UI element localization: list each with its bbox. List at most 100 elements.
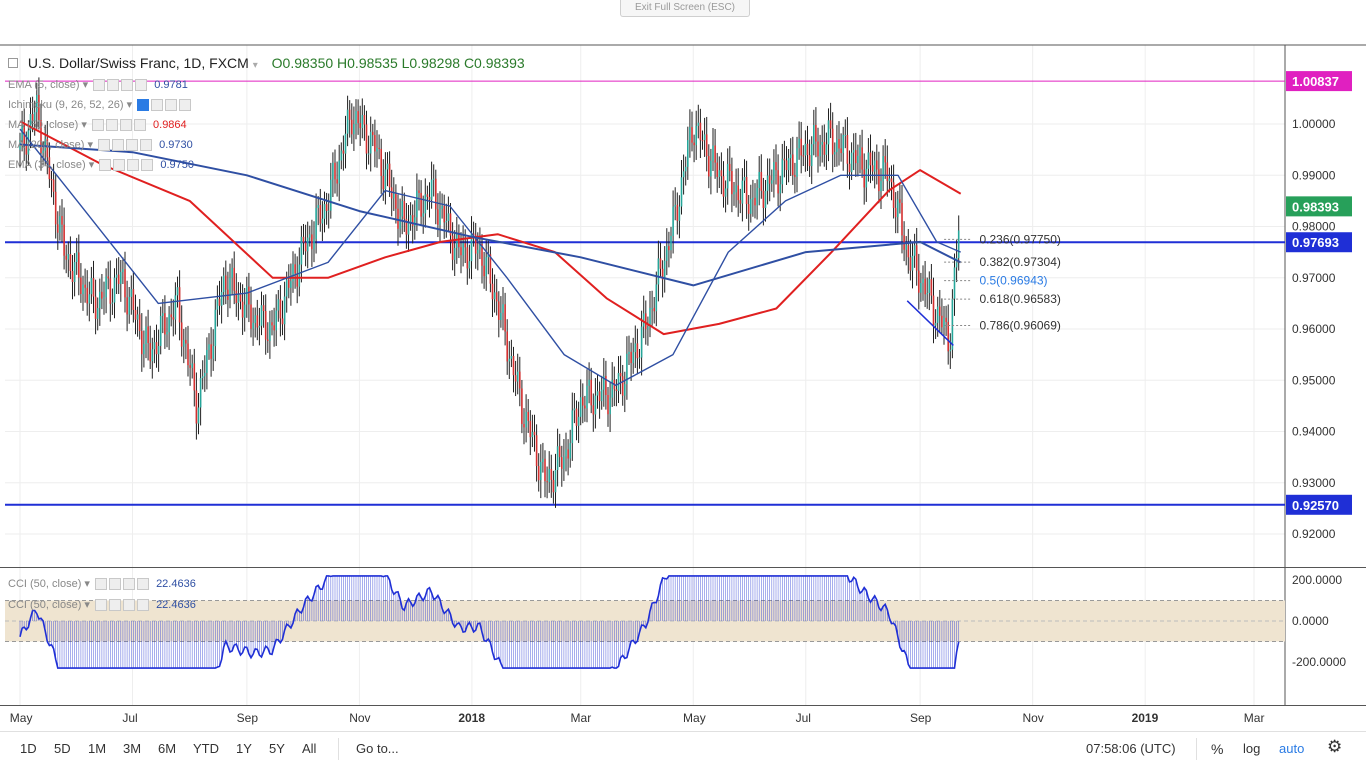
eye-icon[interactable]	[95, 599, 107, 612]
candle-body	[44, 138, 46, 151]
candle-body	[33, 112, 36, 121]
timeframe-all[interactable]: All	[302, 741, 317, 756]
price-chart[interactable]: 1.00000 0.99000 0.98000 0.97000 0.96000 0.950…	[0, 0, 1366, 731]
indicator-label: Ichimoku (9, 26, 52, 26)	[8, 99, 124, 111]
close-icon[interactable]	[135, 79, 148, 92]
settings-icon[interactable]	[113, 159, 126, 172]
indicator-value: 0.9730	[159, 139, 193, 151]
candle-body	[911, 255, 914, 271]
settings-icon[interactable]	[105, 119, 118, 132]
candle-body	[561, 457, 563, 469]
candle-body	[880, 181, 882, 192]
cci-value: 22.4636	[156, 599, 196, 611]
candle-body	[934, 322, 937, 326]
indicator-legend-ichimoku[interactable]: Ichimoku (9, 26, 52, 26) ▾	[8, 98, 192, 112]
indicator-legend-ema34[interactable]: EMA (34, close) ▾ 0.9750	[8, 159, 194, 172]
candle-body	[695, 125, 697, 146]
candle-body	[857, 155, 859, 164]
timeframe-5d[interactable]: 5D	[54, 741, 71, 756]
exit-fullscreen-button[interactable]: Exit Full Screen (ESC)	[620, 0, 750, 17]
candle-body	[422, 213, 424, 217]
candle-body	[731, 171, 733, 195]
candle-body	[523, 424, 525, 428]
candle-body	[806, 143, 809, 156]
eye-icon[interactable]	[99, 159, 112, 172]
candle-body	[760, 171, 763, 191]
candle-body	[327, 210, 330, 212]
timeframe-5y[interactable]: 5Y	[269, 741, 285, 756]
settings-icon[interactable]	[107, 79, 120, 92]
eye-icon[interactable]	[95, 578, 107, 591]
candle-body	[693, 142, 695, 146]
timeframe-ytd[interactable]: YTD	[193, 741, 219, 756]
timeframe-6m[interactable]: 6M	[158, 741, 177, 756]
candle-body	[859, 147, 861, 156]
eye-icon[interactable]	[98, 139, 111, 152]
utc-clock[interactable]: 07:58:06 (UTC)	[1086, 741, 1176, 756]
candle-body	[397, 208, 399, 229]
fib-level-label: 0.618(0.96583)	[979, 292, 1060, 306]
candle-body	[735, 185, 737, 193]
candle-body	[657, 258, 660, 285]
indicator-legend-ma200[interactable]: MA (200, close) ▾ 0.9730	[8, 139, 193, 152]
add-icon[interactable]	[165, 99, 178, 112]
eye-icon[interactable]	[93, 79, 106, 92]
add-icon[interactable]	[127, 159, 140, 172]
settings-icon[interactable]	[109, 599, 121, 612]
candle-body	[899, 199, 901, 203]
y-tick-label: 0.95000	[1292, 373, 1336, 387]
candle-body	[439, 208, 441, 225]
add-icon[interactable]	[123, 578, 135, 591]
add-icon[interactable]	[123, 599, 135, 612]
candle-body	[712, 145, 714, 161]
close-icon[interactable]	[137, 599, 149, 612]
close-icon[interactable]	[141, 159, 154, 172]
eye-icon[interactable]	[137, 99, 150, 112]
candle-body	[151, 349, 154, 362]
candle-body	[395, 193, 397, 209]
close-icon[interactable]	[140, 139, 153, 152]
close-icon[interactable]	[179, 99, 192, 112]
candle-body	[334, 162, 336, 180]
symbol-menu-icon[interactable]: ▾	[252, 60, 258, 71]
settings-icon[interactable]	[109, 578, 121, 591]
candle-body	[264, 311, 267, 340]
gear-icon[interactable]: ⚙	[1327, 737, 1343, 756]
timeframe-1d[interactable]: 1D	[20, 741, 37, 756]
settings-icon[interactable]	[112, 139, 125, 152]
candle-body	[577, 416, 580, 426]
indicator-legend-ma50[interactable]: MA (50, close) ▾ 0.9864	[8, 119, 187, 132]
add-icon[interactable]	[121, 79, 134, 92]
candle-body	[901, 202, 903, 236]
cci-legend-2[interactable]: CCI (50, close) ▾ 22.4636	[8, 599, 196, 612]
close-icon[interactable]	[133, 119, 146, 132]
log-scale-toggle[interactable]: log	[1243, 741, 1261, 756]
indicator-legend-ema5[interactable]: EMA (5, close) ▾ 0.9781	[8, 79, 188, 92]
percent-scale-toggle[interactable]: %	[1211, 741, 1224, 757]
timeframe-1y[interactable]: 1Y	[236, 741, 252, 756]
timeframe-3m[interactable]: 3M	[123, 741, 142, 756]
candle-body	[815, 124, 817, 142]
close-icon[interactable]	[137, 578, 149, 591]
add-icon[interactable]	[126, 139, 139, 152]
candle-body	[351, 119, 353, 135]
candle-body	[863, 169, 865, 188]
auto-scale-toggle[interactable]: auto	[1279, 741, 1305, 756]
candle-body	[172, 317, 175, 320]
add-icon[interactable]	[119, 119, 132, 132]
candle-body	[546, 481, 548, 483]
candle-body	[407, 222, 410, 235]
candle-body	[90, 278, 93, 295]
ohlc-close: C0.98393	[463, 55, 525, 71]
candle-body	[592, 405, 595, 415]
eye-icon[interactable]	[91, 119, 104, 132]
candle-body	[817, 141, 819, 157]
candle-body	[435, 178, 437, 210]
candle-body	[59, 216, 61, 233]
timeframe-1m[interactable]: 1M	[88, 741, 107, 756]
cci-legend-1[interactable]: CCI (50, close) ▾ 22.4636	[8, 578, 196, 591]
goto-button[interactable]: Go to...	[356, 741, 399, 756]
candle-body	[344, 133, 347, 154]
collapse-icon[interactable]	[8, 58, 18, 68]
settings-icon[interactable]	[151, 99, 164, 112]
